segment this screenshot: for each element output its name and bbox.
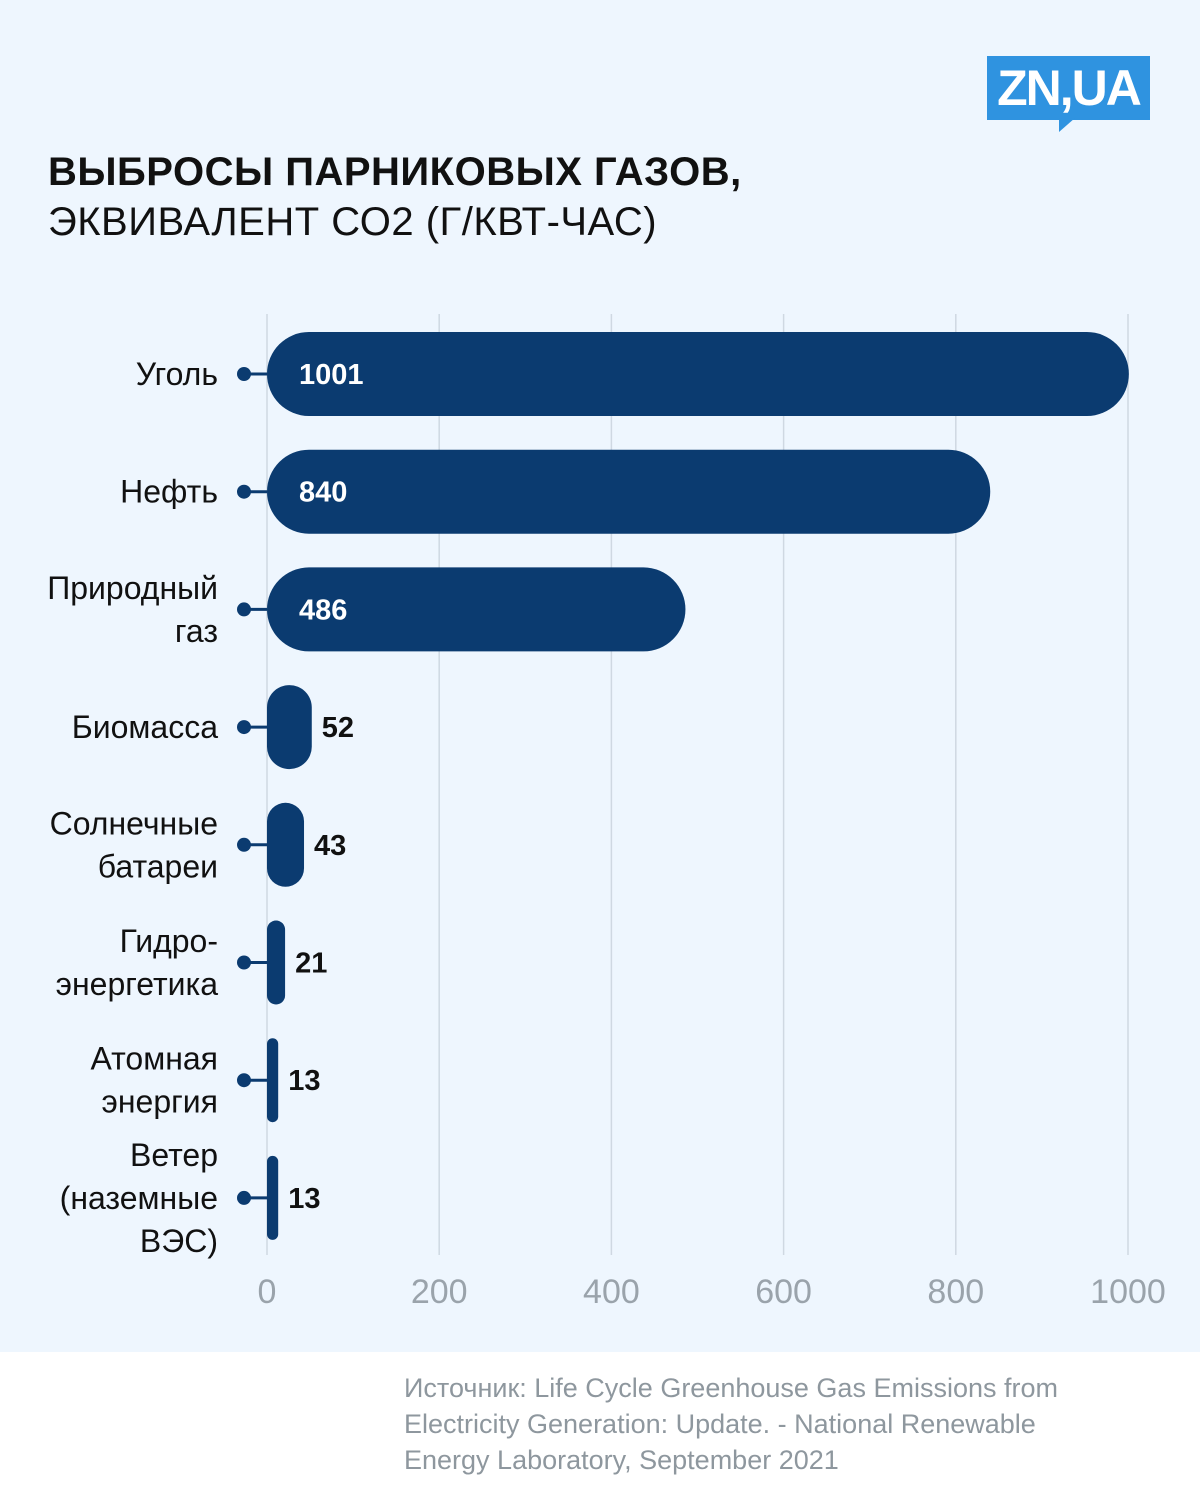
category-label-line: газ [175, 613, 218, 649]
category-label-line: Биомасса [72, 709, 218, 745]
category-dot [237, 1190, 251, 1205]
bar [267, 567, 686, 652]
x-tick-label: 1000 [1090, 1273, 1166, 1311]
source-line: Источник: Life Cycle Greenhouse Gas Emis… [404, 1373, 1058, 1403]
category-label: Нефть [120, 474, 218, 510]
value-label: 21 [295, 948, 327, 980]
x-tick-label: 400 [583, 1273, 640, 1311]
category-dot [237, 602, 251, 617]
value-label: 13 [288, 1065, 320, 1097]
category-label-line: батареи [98, 848, 218, 884]
x-tick-label: 600 [755, 1273, 812, 1311]
category-label-line: Природный [47, 570, 218, 606]
bar [267, 685, 312, 770]
chart-title: ВЫБРОСЫ ПАРНИКОВЫХ ГАЗОВ, [48, 150, 742, 194]
category-label: Гидро-энергетика [56, 923, 219, 1002]
bar-chart: 0 200 400 600 800 1000 1001 Уголь 840 Нефть 486 При… [47, 314, 1166, 1311]
category-dot [237, 837, 251, 852]
bar [267, 1038, 279, 1123]
logo-box [987, 56, 1150, 120]
category-dot [237, 484, 251, 499]
bar [267, 920, 286, 1005]
category-label: Атомная энергия [90, 1041, 218, 1120]
category-label: Природный газ [47, 570, 218, 649]
x-tick-label: 800 [927, 1273, 984, 1311]
category-label-line: ВЭС) [140, 1223, 218, 1259]
value-label: 52 [322, 712, 354, 744]
category-dot [237, 720, 251, 735]
logo-speech-tail [1059, 118, 1075, 132]
category-label-line: (наземные [60, 1180, 218, 1216]
brand-logo[interactable]: ZN,UA [987, 56, 1150, 132]
logo-text: ZN,UA [997, 60, 1142, 116]
category-label-line: энергия [102, 1084, 218, 1120]
category-label-line: Атомная [90, 1041, 218, 1077]
category-dot [237, 955, 251, 970]
value-label: 13 [288, 1183, 320, 1215]
source-note: Источник: Life Cycle Greenhouse Gas Emis… [404, 1370, 1184, 1478]
bar [267, 332, 1129, 416]
category-label-line: Уголь [136, 356, 218, 392]
category-label-line: Ветер [130, 1137, 218, 1173]
category-label-line: энергетика [56, 966, 219, 1002]
value-label: 486 [299, 594, 347, 626]
source-line: Electricity Generation: Update. - Nation… [404, 1409, 1036, 1439]
category-label-line: Солнечные [50, 805, 218, 841]
x-tick-label: 200 [411, 1273, 468, 1311]
category-dot [237, 367, 251, 381]
value-label: 1001 [299, 359, 364, 391]
chart-subtitle: ЭКВИВАЛЕНТ СО2 (Г/КВТ-ЧАС) [48, 200, 658, 244]
value-label: 43 [314, 830, 346, 862]
category-label-line: Гидро- [120, 923, 218, 959]
source-line: Energy Laboratory, September 2021 [404, 1445, 839, 1475]
bar [267, 1155, 279, 1240]
bar [267, 449, 991, 534]
chart-panel [0, 0, 1200, 1352]
category-label: Биомасса [72, 709, 218, 745]
value-label: 840 [299, 477, 347, 509]
category-label: Солнечные батареи [50, 805, 218, 884]
category-label: Ветер (наземные ВЭС) [60, 1137, 218, 1259]
bar [267, 802, 305, 887]
category-label-line: Нефть [120, 474, 218, 510]
x-tick-label: 0 [258, 1273, 277, 1311]
category-label: Уголь [136, 356, 218, 392]
category-dot [237, 1073, 251, 1088]
